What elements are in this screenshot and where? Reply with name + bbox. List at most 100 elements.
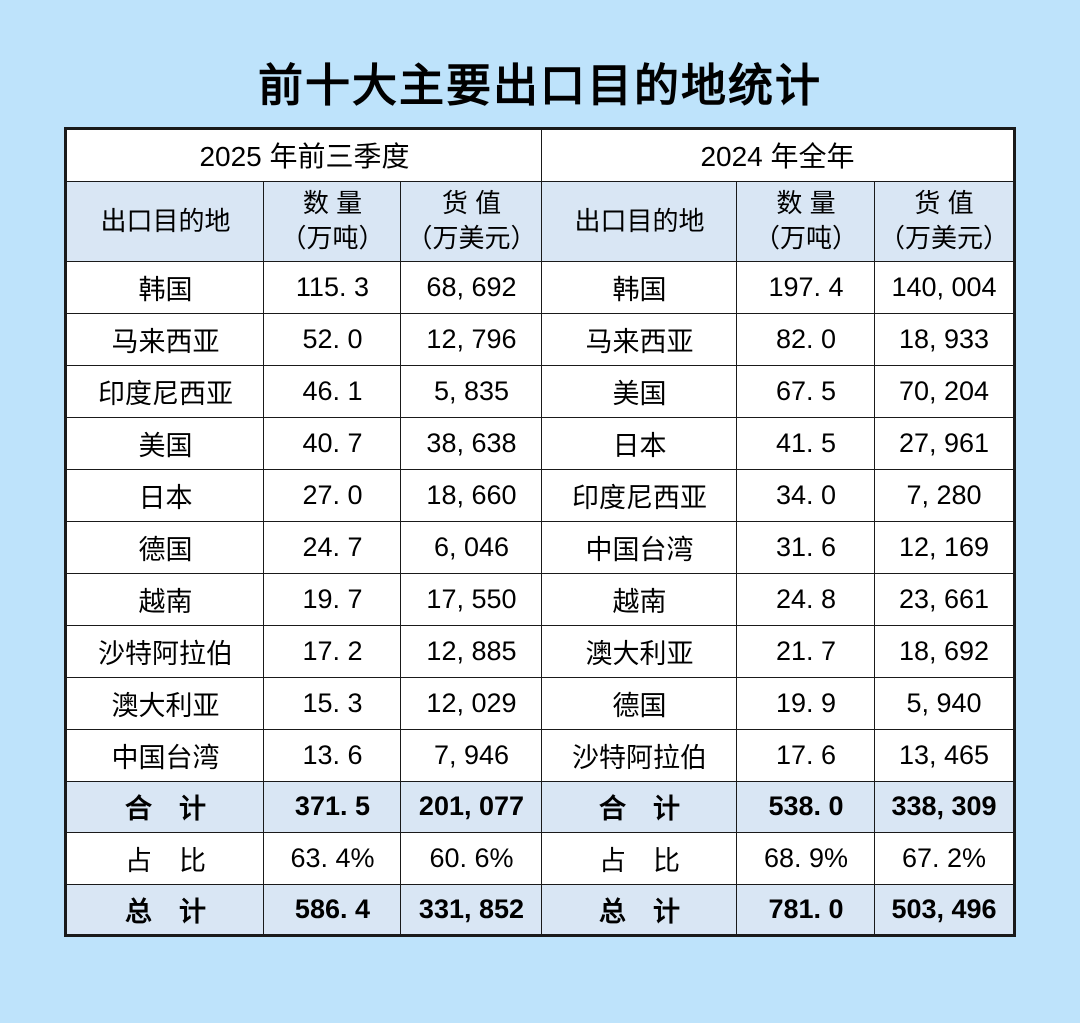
row-quantity: 19. 9	[736, 676, 876, 730]
share-quantity: 68. 9%	[736, 831, 876, 885]
row-quantity: 19. 7	[263, 572, 402, 626]
share-label: 占 比	[541, 831, 738, 885]
table-row: 沙特阿拉伯 17. 2 12, 885 澳大利亚 21. 7 18, 692	[65, 624, 1015, 678]
value-header-unit: （万美元）	[406, 223, 537, 254]
row-quantity: 17. 2	[263, 624, 402, 678]
total-label: 总 计	[541, 883, 738, 936]
table-row: 美国 40. 7 38, 638 日本 41. 5 27, 961	[65, 416, 1015, 470]
quantity-header-title: 数 量	[776, 188, 836, 219]
row-destination: 中国台湾	[541, 520, 738, 574]
column-header-quantity-left: 数 量 （万吨）	[263, 180, 402, 262]
value-header-title: 货 值	[914, 188, 974, 219]
row-value: 12, 029	[400, 676, 543, 730]
row-quantity: 15. 3	[263, 676, 402, 730]
subtotal-value: 338, 309	[874, 780, 1015, 833]
quantity-header-unit: （万吨）	[280, 223, 385, 254]
subtotal-label: 合 计	[541, 780, 738, 833]
row-quantity: 52. 0	[263, 312, 402, 366]
table-row: 韩国 115. 3 68, 692 韩国 197. 4 140, 004	[65, 260, 1015, 314]
table-row: 印度尼西亚 46. 1 5, 835 美国 67. 5 70, 204	[65, 364, 1015, 418]
row-quantity: 13. 6	[263, 728, 402, 782]
row-quantity: 41. 5	[736, 416, 876, 470]
row-value: 7, 280	[874, 468, 1015, 522]
row-value: 70, 204	[874, 364, 1015, 418]
row-destination: 中国台湾	[65, 728, 265, 782]
row-destination: 日本	[65, 468, 265, 522]
row-value: 68, 692	[400, 260, 543, 314]
table-row: 越南 19. 7 17, 550 越南 24. 8 23, 661	[65, 572, 1015, 626]
row-destination: 日本	[541, 416, 738, 470]
row-destination: 韩国	[65, 260, 265, 314]
table-body: 韩国 115. 3 68, 692 韩国 197. 4 140, 004 马来西亚 52. 0…	[65, 260, 1015, 782]
row-quantity: 197. 4	[736, 260, 876, 314]
column-header-quantity-right: 数 量 （万吨）	[736, 180, 876, 262]
total-label: 总 计	[65, 883, 265, 936]
subtotal-quantity: 538. 0	[736, 780, 876, 833]
row-destination: 德国	[541, 676, 738, 730]
row-value: 12, 796	[400, 312, 543, 366]
row-destination: 沙特阿拉伯	[65, 624, 265, 678]
row-destination: 越南	[541, 572, 738, 626]
period-header-2024: 2024 年全年	[541, 127, 1015, 182]
row-value: 5, 835	[400, 364, 543, 418]
row-value: 12, 885	[400, 624, 543, 678]
row-value: 140, 004	[874, 260, 1015, 314]
row-value: 18, 933	[874, 312, 1015, 366]
row-destination: 德国	[65, 520, 265, 574]
subtotal-quantity: 371. 5	[263, 780, 402, 833]
row-quantity: 82. 0	[736, 312, 876, 366]
row-quantity: 46. 1	[263, 364, 402, 418]
column-header-value-left: 货 值 （万美元）	[400, 180, 543, 262]
share-quantity: 63. 4%	[263, 831, 402, 885]
table-row: 德国 24. 7 6, 046 中国台湾 31. 6 12, 169	[65, 520, 1015, 574]
row-destination: 沙特阿拉伯	[541, 728, 738, 782]
quantity-header-unit: （万吨）	[753, 223, 858, 254]
share-label: 占 比	[65, 831, 265, 885]
row-destination: 马来西亚	[541, 312, 738, 366]
row-value: 6, 046	[400, 520, 543, 574]
row-quantity: 34. 0	[736, 468, 876, 522]
value-header-title: 货 值	[441, 188, 502, 219]
share-row: 占 比 63. 4% 60. 6% 占 比 68. 9% 67. 2%	[65, 831, 1015, 885]
row-destination: 美国	[65, 416, 265, 470]
row-quantity: 115. 3	[263, 260, 402, 314]
row-quantity: 27. 0	[263, 468, 402, 522]
subtotal-label: 合 计	[65, 780, 265, 833]
period-header-row: 2025 年前三季度 2024 年全年	[65, 127, 1015, 182]
row-value: 13, 465	[874, 728, 1015, 782]
subtotal-value: 201, 077	[400, 780, 543, 833]
row-quantity: 40. 7	[263, 416, 402, 470]
subtotal-row: 合 计 371. 5 201, 077 合 计 538. 0 338, 309	[65, 780, 1015, 833]
row-destination: 美国	[541, 364, 738, 418]
row-destination: 印度尼西亚	[65, 364, 265, 418]
row-destination: 越南	[65, 572, 265, 626]
row-destination: 韩国	[541, 260, 738, 314]
row-value: 17, 550	[400, 572, 543, 626]
table-row: 马来西亚 52. 0 12, 796 马来西亚 82. 0 18, 933	[65, 312, 1015, 366]
row-value: 7, 946	[400, 728, 543, 782]
quantity-header-title: 数 量	[302, 188, 363, 219]
table-row: 日本 27. 0 18, 660 印度尼西亚 34. 0 7, 280	[65, 468, 1015, 522]
row-destination: 印度尼西亚	[541, 468, 738, 522]
column-header-destination-left: 出口目的地	[65, 180, 265, 262]
total-row: 总 计 586. 4 331, 852 总 计 781. 0 503, 496	[65, 883, 1015, 936]
row-destination: 马来西亚	[65, 312, 265, 366]
row-value: 38, 638	[400, 416, 543, 470]
page-title: 前十大主要出口目的地统计	[257, 60, 822, 111]
total-quantity: 586. 4	[263, 883, 402, 936]
total-value: 503, 496	[874, 883, 1015, 936]
column-header-value-right: 货 值 （万美元）	[874, 180, 1015, 262]
row-destination: 澳大利亚	[541, 624, 738, 678]
row-value: 27, 961	[874, 416, 1015, 470]
export-destinations-table: 2025 年前三季度 2024 年全年 出口目的地 数 量 （万吨） 货 值 （…	[64, 126, 1016, 937]
column-header-row: 出口目的地 数 量 （万吨） 货 值 （万美元） 出口目的地 数 量 （万吨） …	[65, 180, 1015, 262]
row-value: 5, 940	[874, 676, 1015, 730]
column-header-destination-right: 出口目的地	[541, 180, 738, 262]
row-quantity: 24. 7	[263, 520, 402, 574]
row-destination: 澳大利亚	[65, 676, 265, 730]
table-row: 澳大利亚 15. 3 12, 029 德国 19. 9 5, 940	[65, 676, 1015, 730]
row-value: 23, 661	[874, 572, 1015, 626]
row-value: 12, 169	[874, 520, 1015, 574]
row-quantity: 31. 6	[736, 520, 876, 574]
